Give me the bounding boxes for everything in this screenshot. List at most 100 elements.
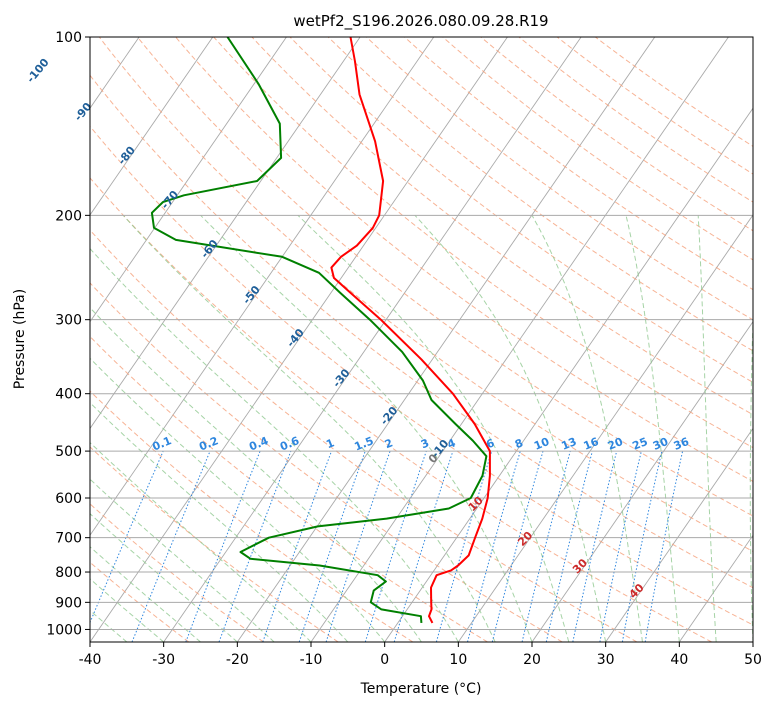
moist-adiabat-line xyxy=(90,513,238,642)
mixing-ratio-line xyxy=(218,450,292,642)
background-lines xyxy=(0,37,753,642)
y-tick-label: 1000 xyxy=(46,622,82,638)
x-tick-label: 40 xyxy=(670,652,688,668)
mixing-ratio-label: 8 xyxy=(513,436,525,451)
x-tick-label: -40 xyxy=(79,652,102,668)
mixing-ratio-line xyxy=(644,450,684,642)
mixing-ratio-line xyxy=(467,450,521,642)
mixing-ratio-label: 13 xyxy=(559,435,578,453)
dry-adiabat-line xyxy=(90,282,563,642)
dry-adiabat-line xyxy=(90,390,414,642)
isotherm-line xyxy=(90,37,287,323)
mixing-ratio-label: 16 xyxy=(582,435,601,453)
isotherm-line xyxy=(163,37,582,642)
mixing-ratio-line xyxy=(435,450,493,642)
isotherm-line xyxy=(531,320,753,642)
x-tick-label: 50 xyxy=(744,652,762,668)
mixing-ratio-label: 36 xyxy=(672,435,691,453)
moist-adiabat-line xyxy=(122,214,496,642)
isotherm-line xyxy=(90,37,214,216)
isotherm-line xyxy=(90,37,361,430)
dry-adiabat-line xyxy=(327,37,753,352)
y-axis-label: Pressure (hPa) xyxy=(12,289,28,389)
x-axis: -40 -30 -20 -10 0 10 20 30 40 50 xyxy=(79,642,762,668)
moist-adiabat-line xyxy=(90,546,201,642)
moist-adiabat-line xyxy=(90,578,165,642)
y-tick-label: 900 xyxy=(55,595,82,611)
y-tick-label: 800 xyxy=(55,565,82,581)
x-axis-label: Temperature (°C) xyxy=(360,681,482,697)
dry-adiabat-line xyxy=(213,37,753,449)
moist-adiabat-line xyxy=(90,357,386,642)
mixing-ratio-line xyxy=(131,450,211,642)
x-tick-label: 0 xyxy=(380,652,389,668)
dry-adiabat-line xyxy=(90,446,339,642)
mixing-ratio-line xyxy=(521,450,571,642)
mixing-ratio-line xyxy=(298,450,366,642)
mixing-ratio-label: 25 xyxy=(631,435,650,453)
dry-adiabat-line xyxy=(90,229,638,642)
moist-adiabat-line xyxy=(297,214,570,642)
isotherm-line xyxy=(0,37,65,642)
y-axis: 100 200 300 400 500 600 700 800 900 1000 xyxy=(46,30,90,638)
mixing-ratio-line xyxy=(262,450,332,642)
y-tick-label: 100 xyxy=(55,30,82,46)
isotherm-line xyxy=(678,534,753,642)
y-tick-label: 500 xyxy=(55,444,82,460)
data-series xyxy=(150,37,491,624)
mixing-ratio-line xyxy=(185,450,261,642)
temperature-line xyxy=(330,37,491,624)
mixing-ratio-line xyxy=(572,450,618,642)
x-tick-label: 20 xyxy=(523,652,541,668)
mixing-ratio-line xyxy=(545,450,593,642)
dry-adiabat-line xyxy=(90,177,712,642)
x-tick-label: -20 xyxy=(226,652,249,668)
isotherm-line xyxy=(90,37,435,537)
mixing-ratio-label: 1 xyxy=(324,436,336,451)
mixing-ratio-label: 10 xyxy=(532,435,551,453)
moist-adiabat-line xyxy=(200,214,533,642)
dry-adiabat-line xyxy=(594,37,753,147)
moist-adiabat-line xyxy=(625,215,680,642)
dry-adiabat-line xyxy=(518,37,753,203)
isotherm-line xyxy=(384,107,753,642)
dry-adiabat-line xyxy=(90,74,753,589)
mixing-ratio-label: 3 xyxy=(419,436,431,451)
isotherm-line xyxy=(236,37,656,642)
dewpoint-line xyxy=(150,37,488,623)
plot-frame xyxy=(89,36,754,643)
dry-adiabat-line xyxy=(98,37,753,553)
moist-adiabat-line xyxy=(90,247,459,642)
mixing-ratio-line xyxy=(491,450,544,642)
dry-adiabat-line xyxy=(175,37,753,483)
mixing-ratio-label: 30 xyxy=(651,435,670,453)
mixing-ratio-line xyxy=(621,450,663,642)
mixing-ratio-line xyxy=(599,450,642,642)
y-tick-label: 700 xyxy=(55,531,82,547)
moist-adiabat-line xyxy=(749,304,753,642)
x-tick-label: -10 xyxy=(300,652,323,668)
dry-adiabat-line xyxy=(289,37,753,383)
dry-adiabat-line xyxy=(251,37,753,416)
moist-adiabat-line xyxy=(697,215,717,642)
dry-adiabat-line xyxy=(404,37,753,291)
dry-adiabat-line xyxy=(137,37,753,517)
isotherm-line xyxy=(605,427,753,642)
y-tick-label: 200 xyxy=(55,208,82,224)
dry-adiabat-line xyxy=(90,125,753,626)
x-tick-label: 10 xyxy=(449,652,467,668)
chart-title: wetPf2_S196.2026.080.09.28.R19 xyxy=(293,12,548,31)
mixing-ratio-line xyxy=(90,450,164,624)
moist-adiabat-line xyxy=(90,441,312,642)
moist-adiabat-line xyxy=(414,214,607,642)
isotherm-line xyxy=(457,214,753,642)
y-tick-label: 400 xyxy=(55,387,82,403)
moist-adiabat-line xyxy=(90,307,422,642)
y-tick-label: 600 xyxy=(55,491,82,507)
mixing-ratio-label: 2 xyxy=(383,436,395,451)
x-tick-label: -30 xyxy=(152,652,175,668)
y-tick-label: 300 xyxy=(55,313,82,329)
pressure-grid xyxy=(90,37,753,630)
isotherm-line xyxy=(752,641,753,642)
